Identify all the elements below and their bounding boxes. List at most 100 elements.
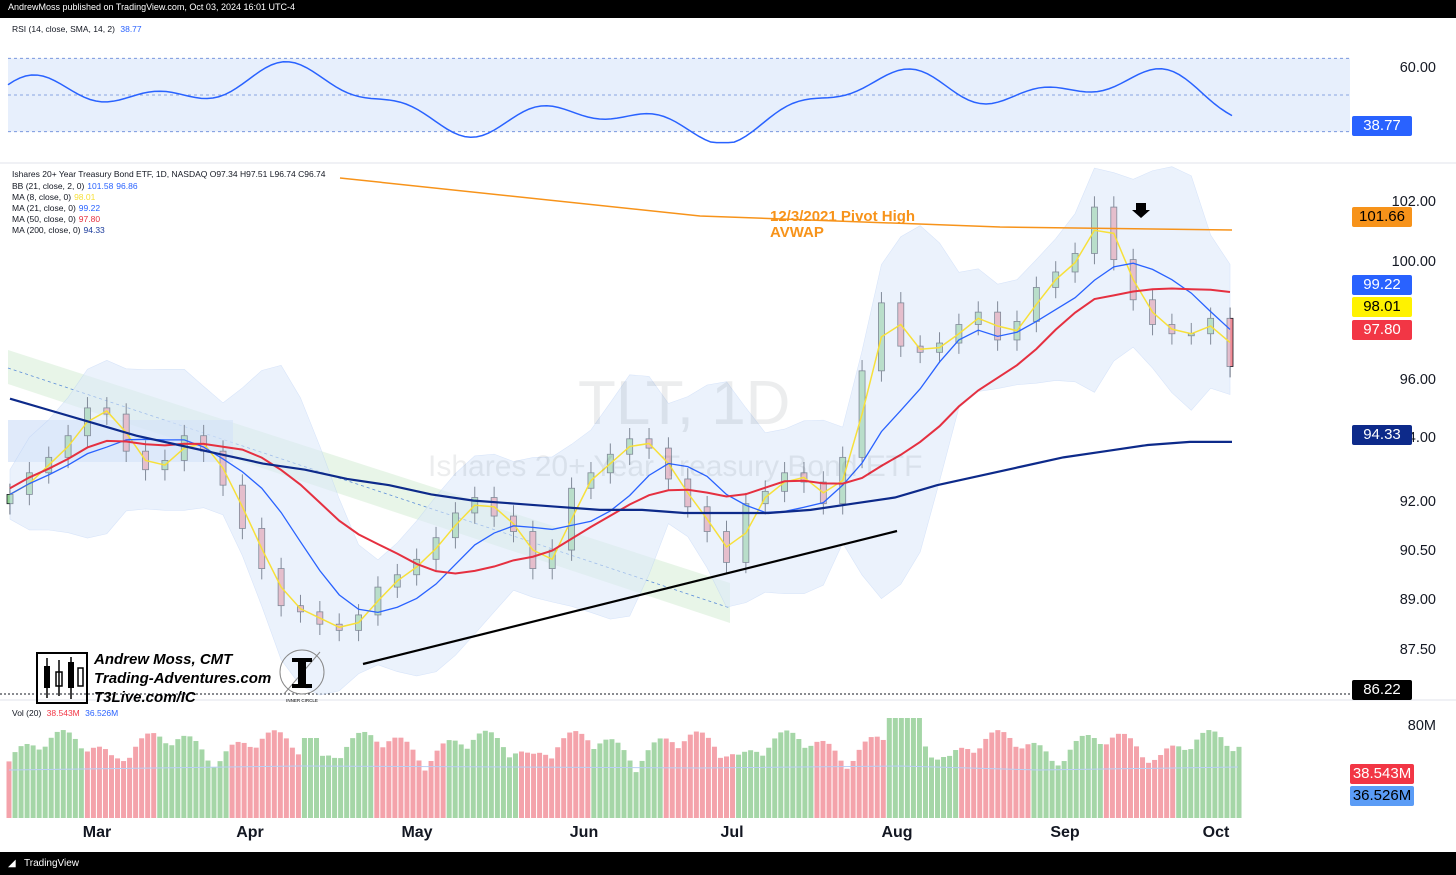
month-label: Aug	[881, 824, 913, 841]
volume-bar-up	[163, 743, 169, 818]
volume-bar-up	[223, 751, 229, 818]
volume-bar-down	[971, 752, 977, 818]
volume-bar-up	[1049, 760, 1055, 818]
volume-bar-down	[271, 730, 277, 818]
volume-legend: Vol (20) 38.543M 36.526M	[12, 708, 121, 718]
volume-bar-down	[404, 741, 410, 818]
volume-bar-up	[597, 743, 603, 818]
volume-bar-down	[1001, 732, 1007, 818]
volume-bar-down	[1164, 748, 1170, 818]
volume-bar-up	[1176, 746, 1182, 818]
volume-bar-up	[790, 732, 796, 818]
volume-bar-up	[1212, 731, 1218, 818]
price-tag: 101.66	[1352, 207, 1412, 227]
price-axis-label: 87.50	[1399, 642, 1436, 658]
footer-bar: ◢ TradingView	[0, 852, 1456, 875]
volume-bar-up	[916, 718, 922, 818]
volume-bar-down	[820, 740, 826, 818]
volume-bar-down	[380, 747, 386, 818]
volume-bar-up	[205, 760, 211, 818]
volume-bar-down	[724, 756, 729, 818]
tradingview-brand: TradingView	[24, 858, 80, 869]
price-tag: 97.80	[1352, 320, 1412, 340]
volume-bar-down	[1103, 744, 1109, 818]
volume-bar-up	[1043, 751, 1049, 818]
tradingview-logo-icon: ◢	[8, 858, 16, 869]
volume-bar-up	[36, 749, 42, 818]
volume-bar-down	[555, 747, 561, 818]
volume-bar-down	[874, 736, 880, 818]
volume-value-1: 38.543M	[46, 708, 80, 718]
publisher-header: AndrewMoss published on TradingView.com,…	[8, 2, 295, 12]
volume-bar-up	[1097, 744, 1103, 818]
ma8-line	[9, 229, 1231, 629]
volume-bar-up	[898, 718, 904, 818]
volume-bar-up	[1055, 765, 1061, 818]
avwap-annotation: 12/3/2021 Pivot High AVWAP	[770, 209, 915, 241]
volume-bar-up	[772, 738, 778, 818]
month-label: Apr	[236, 824, 264, 841]
volume-bar-down	[965, 749, 971, 818]
volume-bar-down	[102, 749, 108, 818]
volume-bar-down	[1127, 738, 1133, 818]
volume-bar-up	[199, 749, 205, 818]
volume-bar-down	[531, 753, 537, 818]
volume-bar-down	[253, 747, 259, 818]
volume-bar-up	[1182, 749, 1188, 818]
watermark-name: Ishares 20+ Year Treasury Bond ETF	[428, 450, 923, 483]
month-label: Sep	[1050, 824, 1080, 841]
volume-bar-down	[868, 737, 874, 818]
volume-bar-down	[1007, 737, 1013, 818]
volume-bar-up	[446, 740, 452, 818]
volume-bar-up	[72, 738, 78, 818]
legend-item: MA (200, close, 0) 94.33	[12, 225, 108, 235]
volume-bar-up	[1085, 735, 1091, 818]
volume-bar-down	[705, 737, 711, 818]
volume-bar-down	[862, 741, 868, 818]
brand-name: Andrew Moss, CMT	[94, 651, 233, 668]
volume-bar-up	[175, 739, 181, 818]
volume-bar-down	[1134, 746, 1139, 818]
month-label: May	[401, 824, 433, 841]
volume-bar-up	[645, 750, 651, 818]
month-label: Oct	[1202, 824, 1230, 841]
volume-bar-up	[778, 732, 784, 818]
volume-bar-down	[844, 768, 850, 818]
volume-bar-up	[488, 732, 494, 818]
chart-canvas[interactable]	[0, 18, 1456, 852]
volume-label: Vol (20)	[12, 708, 42, 718]
volume-bar-down	[856, 749, 862, 818]
volume-axis-label: 80M	[1407, 718, 1436, 734]
brand-url: T3Live.com/IC	[94, 689, 196, 706]
volume-bar-up	[1236, 746, 1242, 818]
rsi-value: 38.77	[120, 24, 142, 34]
volume-bar-up	[181, 735, 187, 818]
volume-bar-up	[338, 758, 344, 818]
price-tag: 94.33	[1352, 425, 1412, 445]
volume-bar-down	[579, 733, 585, 818]
volume-bar-down	[145, 733, 151, 818]
support-trendline	[362, 529, 898, 666]
volume-bar-up	[754, 751, 760, 818]
rsi-label: RSI (14, close, SMA, 14, 2)	[12, 24, 115, 34]
volume-bar-down	[814, 741, 820, 818]
volume-bar-down	[730, 754, 736, 818]
volume-bar-down	[693, 731, 699, 818]
chart-area[interactable]: RSI (14, close, SMA, 14, 2) 38.77 Ishare…	[0, 18, 1456, 852]
volume-bar-up	[627, 760, 633, 818]
volume-bar-up	[1200, 732, 1206, 818]
volume-bar-down	[1115, 733, 1121, 818]
volume-bar-up	[362, 731, 368, 818]
badge-text: INNER CIRCLE	[286, 698, 318, 703]
volume-bar-down	[434, 750, 440, 818]
volume-bar-up	[211, 767, 217, 818]
volume-bar-up	[217, 761, 223, 818]
volume-bar-down	[585, 740, 591, 818]
volume-bar-down	[416, 760, 422, 818]
volume-bar-up	[476, 733, 482, 818]
volume-ma-line	[8, 765, 1239, 771]
rsi-value-tag: 38.77	[1352, 116, 1412, 136]
month-label: Jul	[720, 824, 744, 841]
legend-item: MA (50, close, 0) 97.80	[12, 214, 103, 224]
legend-label: BB (21, close, 2, 0)	[12, 181, 85, 191]
